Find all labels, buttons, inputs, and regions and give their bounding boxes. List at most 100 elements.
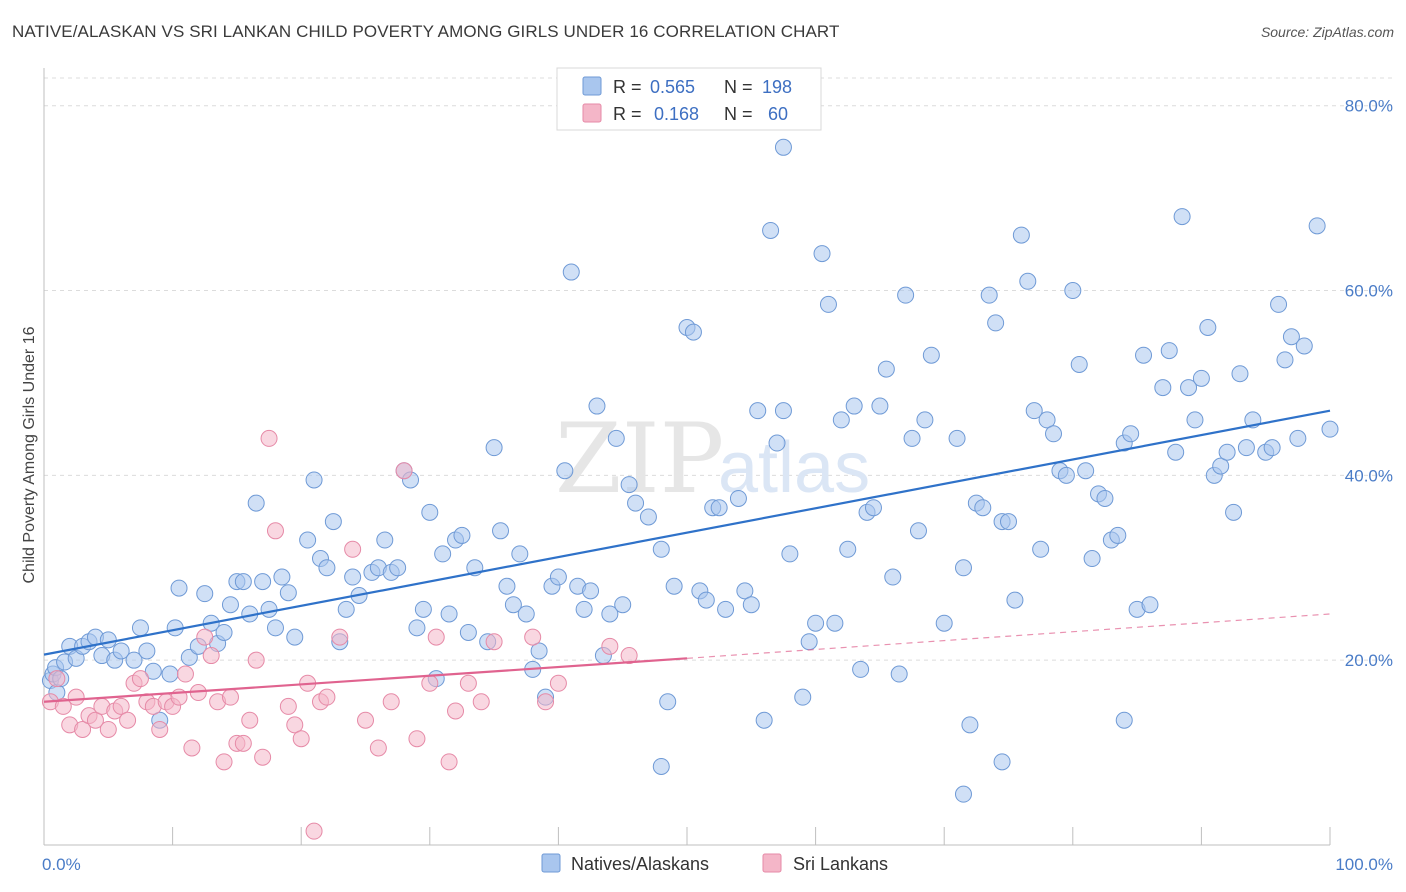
point-0-83 bbox=[588, 397, 606, 415]
point-1-12 bbox=[119, 711, 137, 729]
point-0-175 bbox=[1231, 365, 1249, 383]
chart-title: NATIVE/ALASKAN VS SRI LANKAN CHILD POVER… bbox=[12, 22, 840, 41]
point-0-187 bbox=[993, 753, 1011, 771]
point-0-179 bbox=[1263, 439, 1281, 457]
point-0-31 bbox=[234, 573, 252, 591]
point-0-92 bbox=[659, 693, 677, 711]
point-0-114 bbox=[819, 295, 837, 313]
point-0-40 bbox=[299, 531, 317, 549]
y-tick-label-20: 20.0% bbox=[1345, 651, 1393, 670]
bottom-legend-natives: Natives/Alaskans bbox=[571, 854, 709, 874]
point-0-28 bbox=[215, 623, 233, 641]
point-0-18 bbox=[144, 662, 162, 680]
point-0-169 bbox=[1192, 369, 1210, 387]
point-1-58 bbox=[537, 693, 555, 711]
trend-line-sri-lankans bbox=[43, 657, 688, 703]
point-0-164 bbox=[1160, 342, 1178, 360]
point-0-86 bbox=[607, 429, 625, 447]
point-1-21 bbox=[176, 665, 194, 683]
point-0-41 bbox=[305, 471, 323, 489]
point-1-31 bbox=[241, 711, 259, 729]
point-0-63 bbox=[453, 526, 471, 544]
point-1-2 bbox=[54, 697, 72, 715]
legend-r-label-1: R = bbox=[613, 104, 642, 124]
legend-n-value-0: 198 bbox=[762, 77, 792, 97]
point-0-170 bbox=[1199, 319, 1217, 337]
point-0-51 bbox=[376, 531, 394, 549]
point-0-93 bbox=[665, 577, 683, 595]
y-tick-label-40: 40.0% bbox=[1345, 466, 1393, 485]
point-1-35 bbox=[266, 522, 284, 540]
legend-r-value-1: 0.168 bbox=[654, 104, 699, 124]
point-0-29 bbox=[221, 596, 239, 614]
point-0-143 bbox=[1019, 272, 1037, 290]
point-0-46 bbox=[337, 600, 355, 618]
legend-n-label-1: N = bbox=[724, 104, 753, 124]
legend-swatch-pink bbox=[582, 103, 602, 123]
point-1-44 bbox=[344, 540, 362, 558]
point-0-25 bbox=[196, 585, 214, 603]
point-1-32 bbox=[247, 651, 265, 669]
point-0-33 bbox=[247, 494, 265, 512]
point-1-9 bbox=[99, 720, 117, 738]
point-0-111 bbox=[800, 633, 818, 651]
point-1-38 bbox=[292, 730, 310, 748]
point-0-68 bbox=[492, 522, 510, 540]
point-1-60 bbox=[601, 637, 619, 655]
point-0-72 bbox=[517, 605, 535, 623]
point-1-27 bbox=[215, 753, 233, 771]
point-1-30 bbox=[234, 734, 252, 752]
point-0-88 bbox=[620, 476, 638, 494]
point-0-105 bbox=[755, 711, 773, 729]
point-0-142 bbox=[1012, 226, 1030, 244]
series-natives-alaskans bbox=[41, 138, 1339, 803]
x-tick-label-min: 0.0% bbox=[42, 855, 81, 874]
point-0-167 bbox=[1180, 379, 1198, 397]
point-0-12 bbox=[99, 631, 117, 649]
legend-r-label-0: R = bbox=[613, 77, 642, 97]
point-0-23 bbox=[180, 648, 198, 666]
point-0-183 bbox=[1289, 429, 1307, 447]
legend-n-value-1: 60 bbox=[768, 104, 788, 124]
point-1-46 bbox=[369, 739, 387, 757]
point-1-14 bbox=[131, 670, 149, 688]
point-0-147 bbox=[1045, 425, 1063, 443]
legend-n-label-0: N = bbox=[724, 77, 753, 97]
point-1-1 bbox=[48, 670, 66, 688]
point-1-47 bbox=[382, 693, 400, 711]
point-0-190 bbox=[774, 138, 792, 156]
grid bbox=[44, 77, 1393, 661]
point-0-97 bbox=[697, 591, 715, 609]
point-0-108 bbox=[774, 402, 792, 420]
point-0-115 bbox=[826, 614, 844, 632]
bottom-legend-swatch-sri-lankans bbox=[762, 853, 782, 873]
point-0-103 bbox=[742, 596, 760, 614]
point-0-130 bbox=[922, 346, 940, 364]
point-0-161 bbox=[1135, 346, 1153, 364]
point-1-33 bbox=[254, 748, 272, 766]
point-0-77 bbox=[549, 568, 567, 586]
point-0-129 bbox=[916, 411, 934, 429]
point-1-48 bbox=[395, 462, 413, 480]
point-0-22 bbox=[170, 579, 188, 597]
point-0-155 bbox=[1096, 489, 1114, 507]
point-1-36 bbox=[279, 697, 297, 715]
point-0-60 bbox=[434, 545, 452, 563]
point-1-37 bbox=[286, 716, 304, 734]
point-0-78 bbox=[556, 462, 574, 480]
point-0-159 bbox=[1122, 425, 1140, 443]
bottom-legend-swatch-natives bbox=[541, 853, 561, 873]
point-0-116 bbox=[832, 411, 850, 429]
point-1-52 bbox=[440, 753, 458, 771]
point-0-165 bbox=[1167, 443, 1185, 461]
point-0-110 bbox=[794, 688, 812, 706]
point-0-138 bbox=[987, 314, 1005, 332]
point-0-168 bbox=[1186, 411, 1204, 429]
point-0-36 bbox=[266, 619, 284, 637]
point-0-126 bbox=[897, 286, 915, 304]
legend: R = 0.565 N = 198 R = 0.168 N = 60 bbox=[556, 67, 822, 131]
point-1-40 bbox=[305, 822, 323, 840]
source-label: Source: ZipAtlas.com bbox=[1260, 24, 1394, 40]
point-0-43 bbox=[318, 559, 336, 577]
point-1-61 bbox=[620, 647, 638, 665]
